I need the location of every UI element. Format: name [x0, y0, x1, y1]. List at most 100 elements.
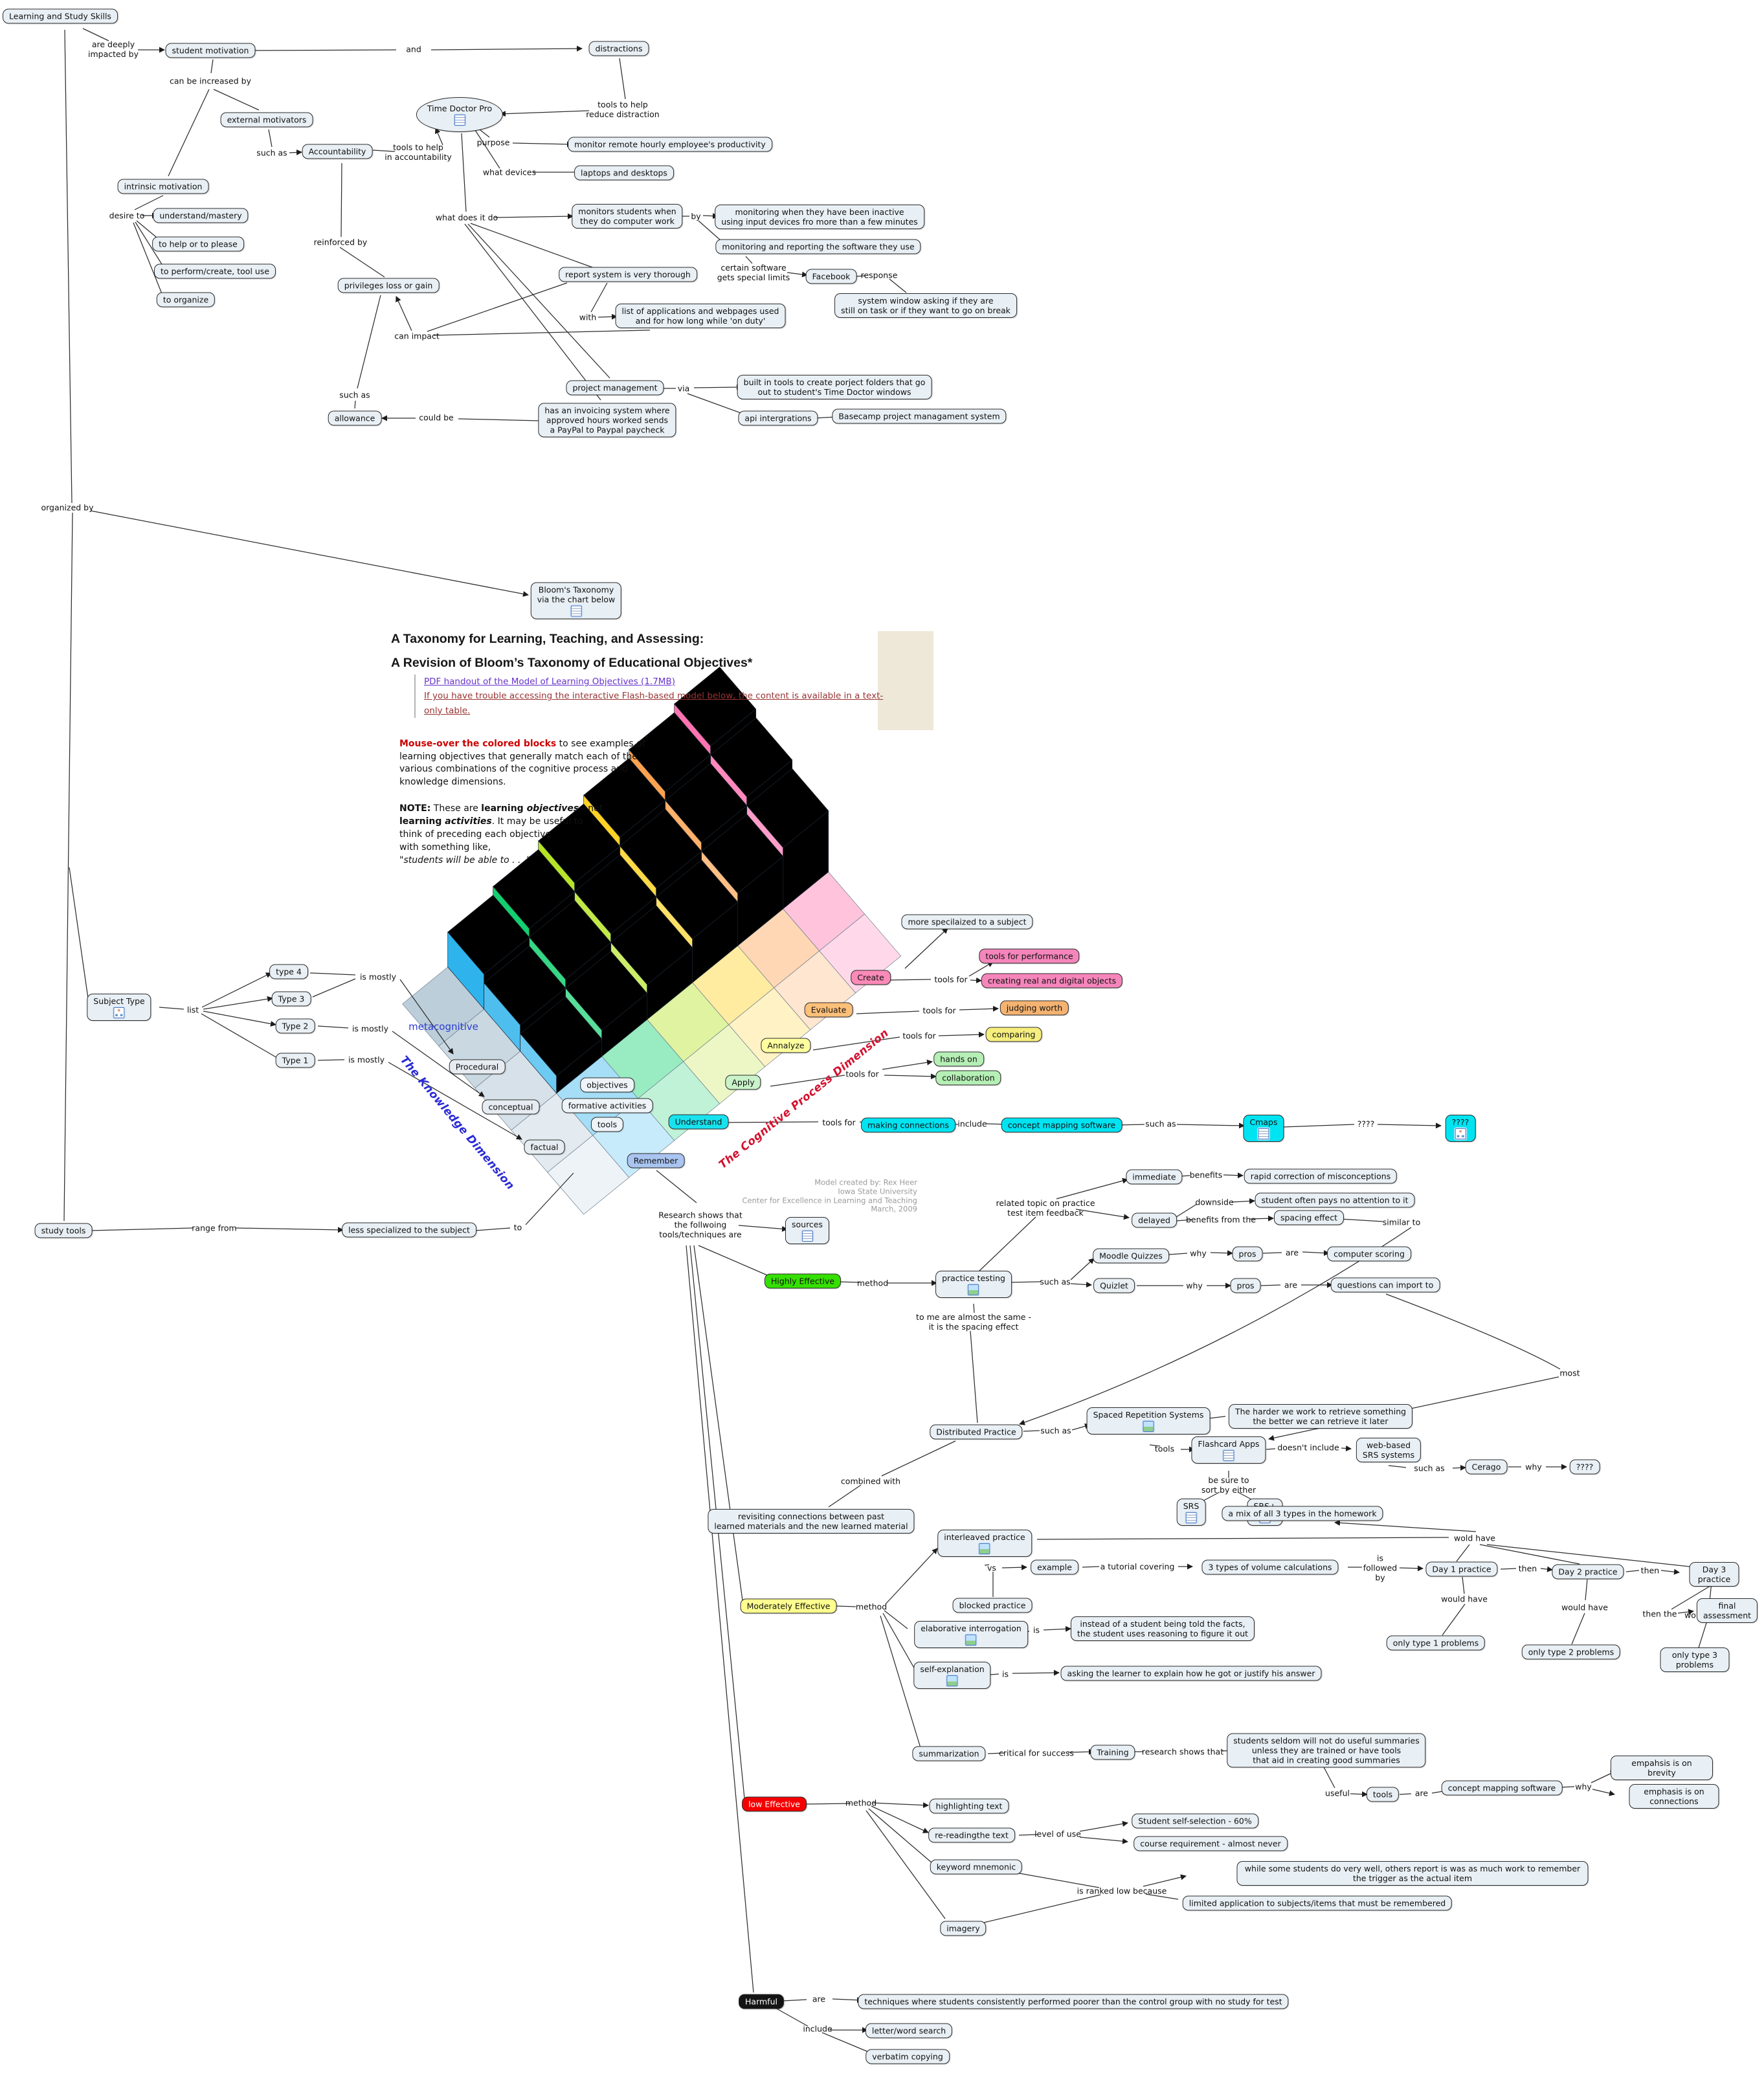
image-resource-icon[interactable] [965, 1635, 977, 1646]
collaboration[interactable]: collaboration [935, 1070, 1001, 1086]
student-self-selection[interactable]: Student self-selection - 60% [1132, 1813, 1258, 1829]
flashcard-apps[interactable]: Flashcard Apps [1191, 1436, 1266, 1464]
distractions[interactable]: distractions [588, 41, 649, 56]
day-3-practice[interactable]: Day 3 practice [1689, 1562, 1739, 1587]
text-only-table-link-line1[interactable]: If you have trouble accessing the intera… [424, 691, 884, 702]
rapid-correction[interactable]: rapid correction of misconceptions [1244, 1168, 1398, 1184]
invoicing-system[interactable]: has an invoicing system where approved h… [538, 403, 676, 438]
project-management[interactable]: project management [566, 380, 664, 396]
computer-scoring[interactable]: computer scoring [1327, 1246, 1411, 1262]
course-requirement[interactable]: course requirement - almost never [1133, 1836, 1288, 1851]
document-resource-icon[interactable] [454, 115, 465, 126]
external-motivators[interactable]: external motivators [220, 112, 313, 128]
verbatim-copying[interactable]: verbatim copying [865, 2049, 950, 2064]
cmap-resource-icon[interactable] [113, 1007, 125, 1018]
re-reading[interactable]: re-readingthe text [928, 1827, 1015, 1843]
immediate[interactable]: immediate [1126, 1169, 1183, 1185]
empahsis-brevity[interactable]: empahsis is on brevity [1611, 1756, 1713, 1780]
making-connections[interactable]: making connections [861, 1117, 955, 1133]
accountability[interactable]: Accountability [302, 144, 373, 159]
only-type-1[interactable]: only type 1 problems [1386, 1635, 1486, 1651]
harmful[interactable]: Harmful [739, 1994, 784, 2009]
revisiting-connections[interactable]: revisiting connections between past lear… [708, 1509, 915, 1534]
laptops-and-desktops[interactable]: laptops and desktops [574, 165, 674, 181]
hands-on[interactable]: hands on [933, 1051, 984, 1067]
judging-worth[interactable]: judging worth [999, 1000, 1069, 1016]
a-mix[interactable]: a mix of all 3 types in the homework [1222, 1506, 1383, 1521]
to-perform-create[interactable]: to perform/create, tool use [153, 263, 276, 279]
delayed[interactable]: delayed [1132, 1212, 1177, 1228]
facebook[interactable]: Facebook [805, 269, 857, 284]
blooms-taxonomy-node[interactable]: Bloom's Taxonomy via the chart below [530, 582, 622, 619]
creating-real-digital[interactable]: creating real and digital objects [981, 973, 1123, 988]
to-organize[interactable]: to organize [156, 292, 216, 307]
basecamp[interactable]: Basecamp project managament system [832, 408, 1007, 424]
low-effective[interactable]: low Effective [742, 1796, 807, 1812]
letter-word-search[interactable]: letter/word search [865, 2023, 953, 2038]
formative-activities[interactable]: formative activities [561, 1098, 653, 1113]
day-1-practice[interactable]: Day 1 practice [1425, 1561, 1498, 1577]
example[interactable]: example [1031, 1559, 1078, 1575]
tools-node[interactable]: tools [1366, 1787, 1400, 1802]
conceptual[interactable]: conceptual [482, 1099, 540, 1115]
blocked-practice[interactable]: blocked practice [952, 1598, 1033, 1613]
concept-mapping-software[interactable]: concept mapping software [1001, 1117, 1122, 1133]
type-2[interactable]: Type 2 [275, 1018, 315, 1034]
annalyze[interactable]: Annalyze [761, 1038, 811, 1053]
elaborative-interrogation[interactable]: elaborative interrogation [914, 1621, 1028, 1648]
apply[interactable]: Apply [725, 1075, 761, 1090]
three-types-volume[interactable]: 3 types of volume calculations [1201, 1559, 1339, 1575]
imagery[interactable]: imagery [940, 1921, 987, 1936]
objectives[interactable]: objectives [580, 1077, 634, 1093]
asking-the-learner[interactable]: asking the learner to explain how he got… [1060, 1666, 1322, 1681]
document-resource-icon[interactable] [1185, 1512, 1197, 1523]
privileges-loss-or-gain[interactable]: privileges loss or gain [337, 278, 440, 293]
monitor-remote-hourly[interactable]: monitor remote hourly employee's product… [568, 137, 772, 152]
moodle-quizzes[interactable]: Moodle Quizzes [1093, 1248, 1169, 1264]
built-in-tools[interactable]: built in tools to create porject folders… [737, 375, 932, 399]
evaluate[interactable]: Evaluate [804, 1002, 853, 1018]
study-tools[interactable]: study tools [34, 1223, 93, 1238]
moderately-effective[interactable]: Moderately Effective [740, 1598, 837, 1614]
type-4[interactable]: type 4 [269, 964, 308, 979]
subject-type[interactable]: Subject Type [87, 994, 151, 1021]
pros-2[interactable]: pros [1230, 1278, 1261, 1293]
srs[interactable]: SRS [1176, 1499, 1206, 1526]
remember[interactable]: Remember [627, 1153, 685, 1168]
harder-we-work[interactable]: The harder we work to retrieve something… [1228, 1404, 1413, 1429]
tools-floor[interactable]: tools [590, 1117, 624, 1132]
summarization[interactable]: summarization [912, 1746, 986, 1761]
student-no-attention[interactable]: student often pays no attention to it [1255, 1192, 1415, 1208]
student-motivation[interactable]: student motivation [165, 43, 256, 58]
cmaps[interactable]: Cmaps [1243, 1115, 1284, 1142]
highlighting-text[interactable]: highlighting text [929, 1798, 1009, 1814]
tools-for-performance[interactable]: tools for performance [979, 948, 1080, 964]
image-resource-icon[interactable] [968, 1284, 979, 1295]
cmap-resource-icon[interactable] [1455, 1128, 1466, 1139]
learning-and-study-skills[interactable]: Learning and Study Skills [3, 8, 118, 24]
document-resource-icon[interactable] [1223, 1450, 1234, 1461]
only-type-2[interactable]: only type 2 problems [1521, 1644, 1621, 1660]
only-type-3[interactable]: only type 3 problems [1660, 1647, 1730, 1672]
monitoring-inactive[interactable]: monitoring when they have been inactive … [715, 205, 924, 229]
document-resource-icon[interactable] [1258, 1128, 1269, 1139]
image-resource-icon[interactable] [1143, 1421, 1154, 1432]
concept-mapping-2[interactable]: concept mapping software [1441, 1780, 1563, 1796]
allowance[interactable]: allowance [328, 410, 382, 426]
time-doctor-pro[interactable]: Time Doctor Pro [416, 97, 504, 132]
document-resource-icon[interactable] [570, 605, 582, 617]
sources[interactable]: sources [785, 1217, 830, 1244]
spacing-effect[interactable]: spacing effect [1273, 1210, 1345, 1225]
type-1[interactable]: Type 1 [275, 1053, 315, 1068]
understand-mastery[interactable]: understand/mastery [153, 208, 249, 223]
highly-effective[interactable]: Highly Effective [764, 1273, 842, 1289]
quizlet[interactable]: Quizlet [1093, 1278, 1135, 1293]
procedural[interactable]: Procedural [449, 1059, 506, 1075]
questions-2[interactable]: ???? [1569, 1459, 1600, 1475]
interleaved-practice[interactable]: interleaved practice [937, 1530, 1032, 1557]
instead-of[interactable]: instead of a student being told the fact… [1070, 1616, 1255, 1641]
self-explanation[interactable]: self-explanation [913, 1662, 991, 1689]
type-3[interactable]: Type 3 [271, 991, 311, 1007]
less-specialized[interactable]: less specialized to the subject [342, 1222, 476, 1238]
image-resource-icon[interactable] [979, 1543, 990, 1554]
